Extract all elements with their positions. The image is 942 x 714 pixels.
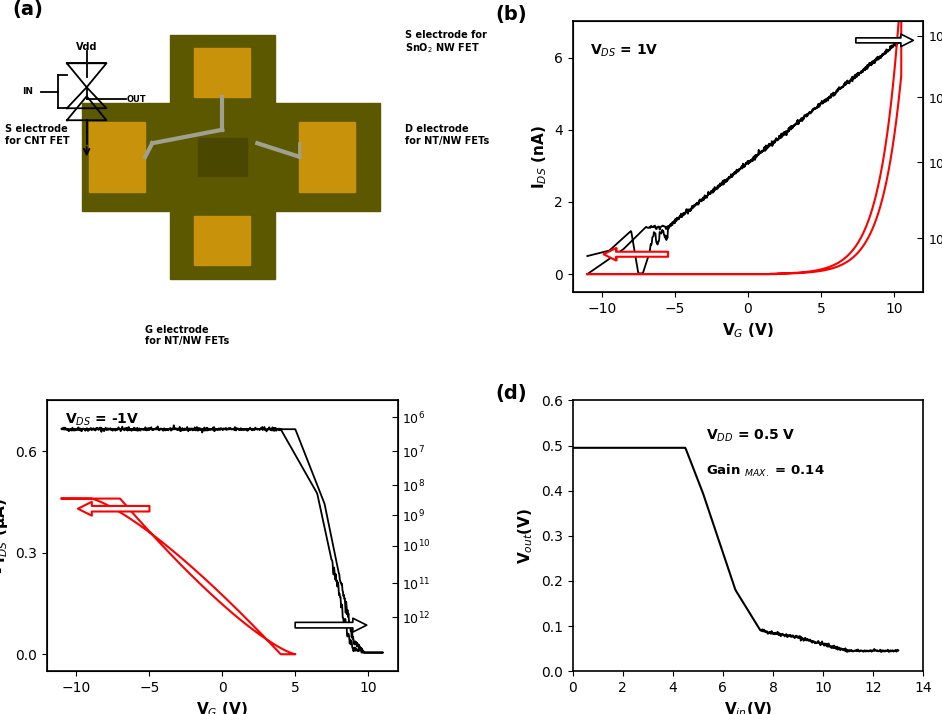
Text: (b): (b): [495, 5, 528, 24]
Text: (a): (a): [12, 0, 43, 19]
Text: Vdd: Vdd: [76, 42, 97, 52]
Text: V$_{DD}$ = 0.5 V: V$_{DD}$ = 0.5 V: [706, 428, 795, 444]
Text: G electrode
for NT/NW FETs: G electrode for NT/NW FETs: [145, 325, 230, 346]
Y-axis label: I$_{DS}$ (nA): I$_{DS}$ (nA): [530, 125, 548, 188]
FancyArrowPatch shape: [604, 248, 668, 261]
Bar: [89, 121, 145, 192]
Text: S electrode for
SnO$_2$ NW FET: S electrode for SnO$_2$ NW FET: [404, 29, 486, 56]
X-axis label: V$_{in}$(V): V$_{in}$(V): [723, 700, 772, 714]
Text: OUT: OUT: [127, 95, 147, 104]
Bar: [194, 49, 251, 97]
Text: IN: IN: [22, 87, 33, 96]
Bar: [198, 138, 247, 176]
X-axis label: V$_G$ (V): V$_G$ (V): [722, 321, 774, 340]
FancyArrowPatch shape: [856, 34, 914, 46]
Text: V$_{DS}$ = -1V: V$_{DS}$ = -1V: [65, 411, 138, 428]
Y-axis label: V$_{out}$(V): V$_{out}$(V): [517, 508, 535, 564]
Bar: [194, 216, 251, 265]
Text: S electrode
for CNT FET: S electrode for CNT FET: [5, 124, 70, 146]
FancyArrowPatch shape: [78, 502, 150, 516]
Bar: [300, 121, 355, 192]
Text: D electrode
for NT/NW FETs: D electrode for NT/NW FETs: [404, 124, 489, 146]
Bar: [82, 103, 380, 211]
Text: (d): (d): [495, 384, 528, 403]
Bar: [170, 35, 275, 278]
FancyArrowPatch shape: [295, 618, 366, 632]
Text: V$_{DS}$ = 1V: V$_{DS}$ = 1V: [591, 43, 658, 59]
Text: Gain $_{MAX.}$ = 0.14: Gain $_{MAX.}$ = 0.14: [706, 463, 824, 479]
X-axis label: V$_G$ (V): V$_G$ (V): [196, 700, 249, 714]
Y-axis label: - I$_{DS}$ (μA): - I$_{DS}$ (μA): [0, 498, 9, 574]
